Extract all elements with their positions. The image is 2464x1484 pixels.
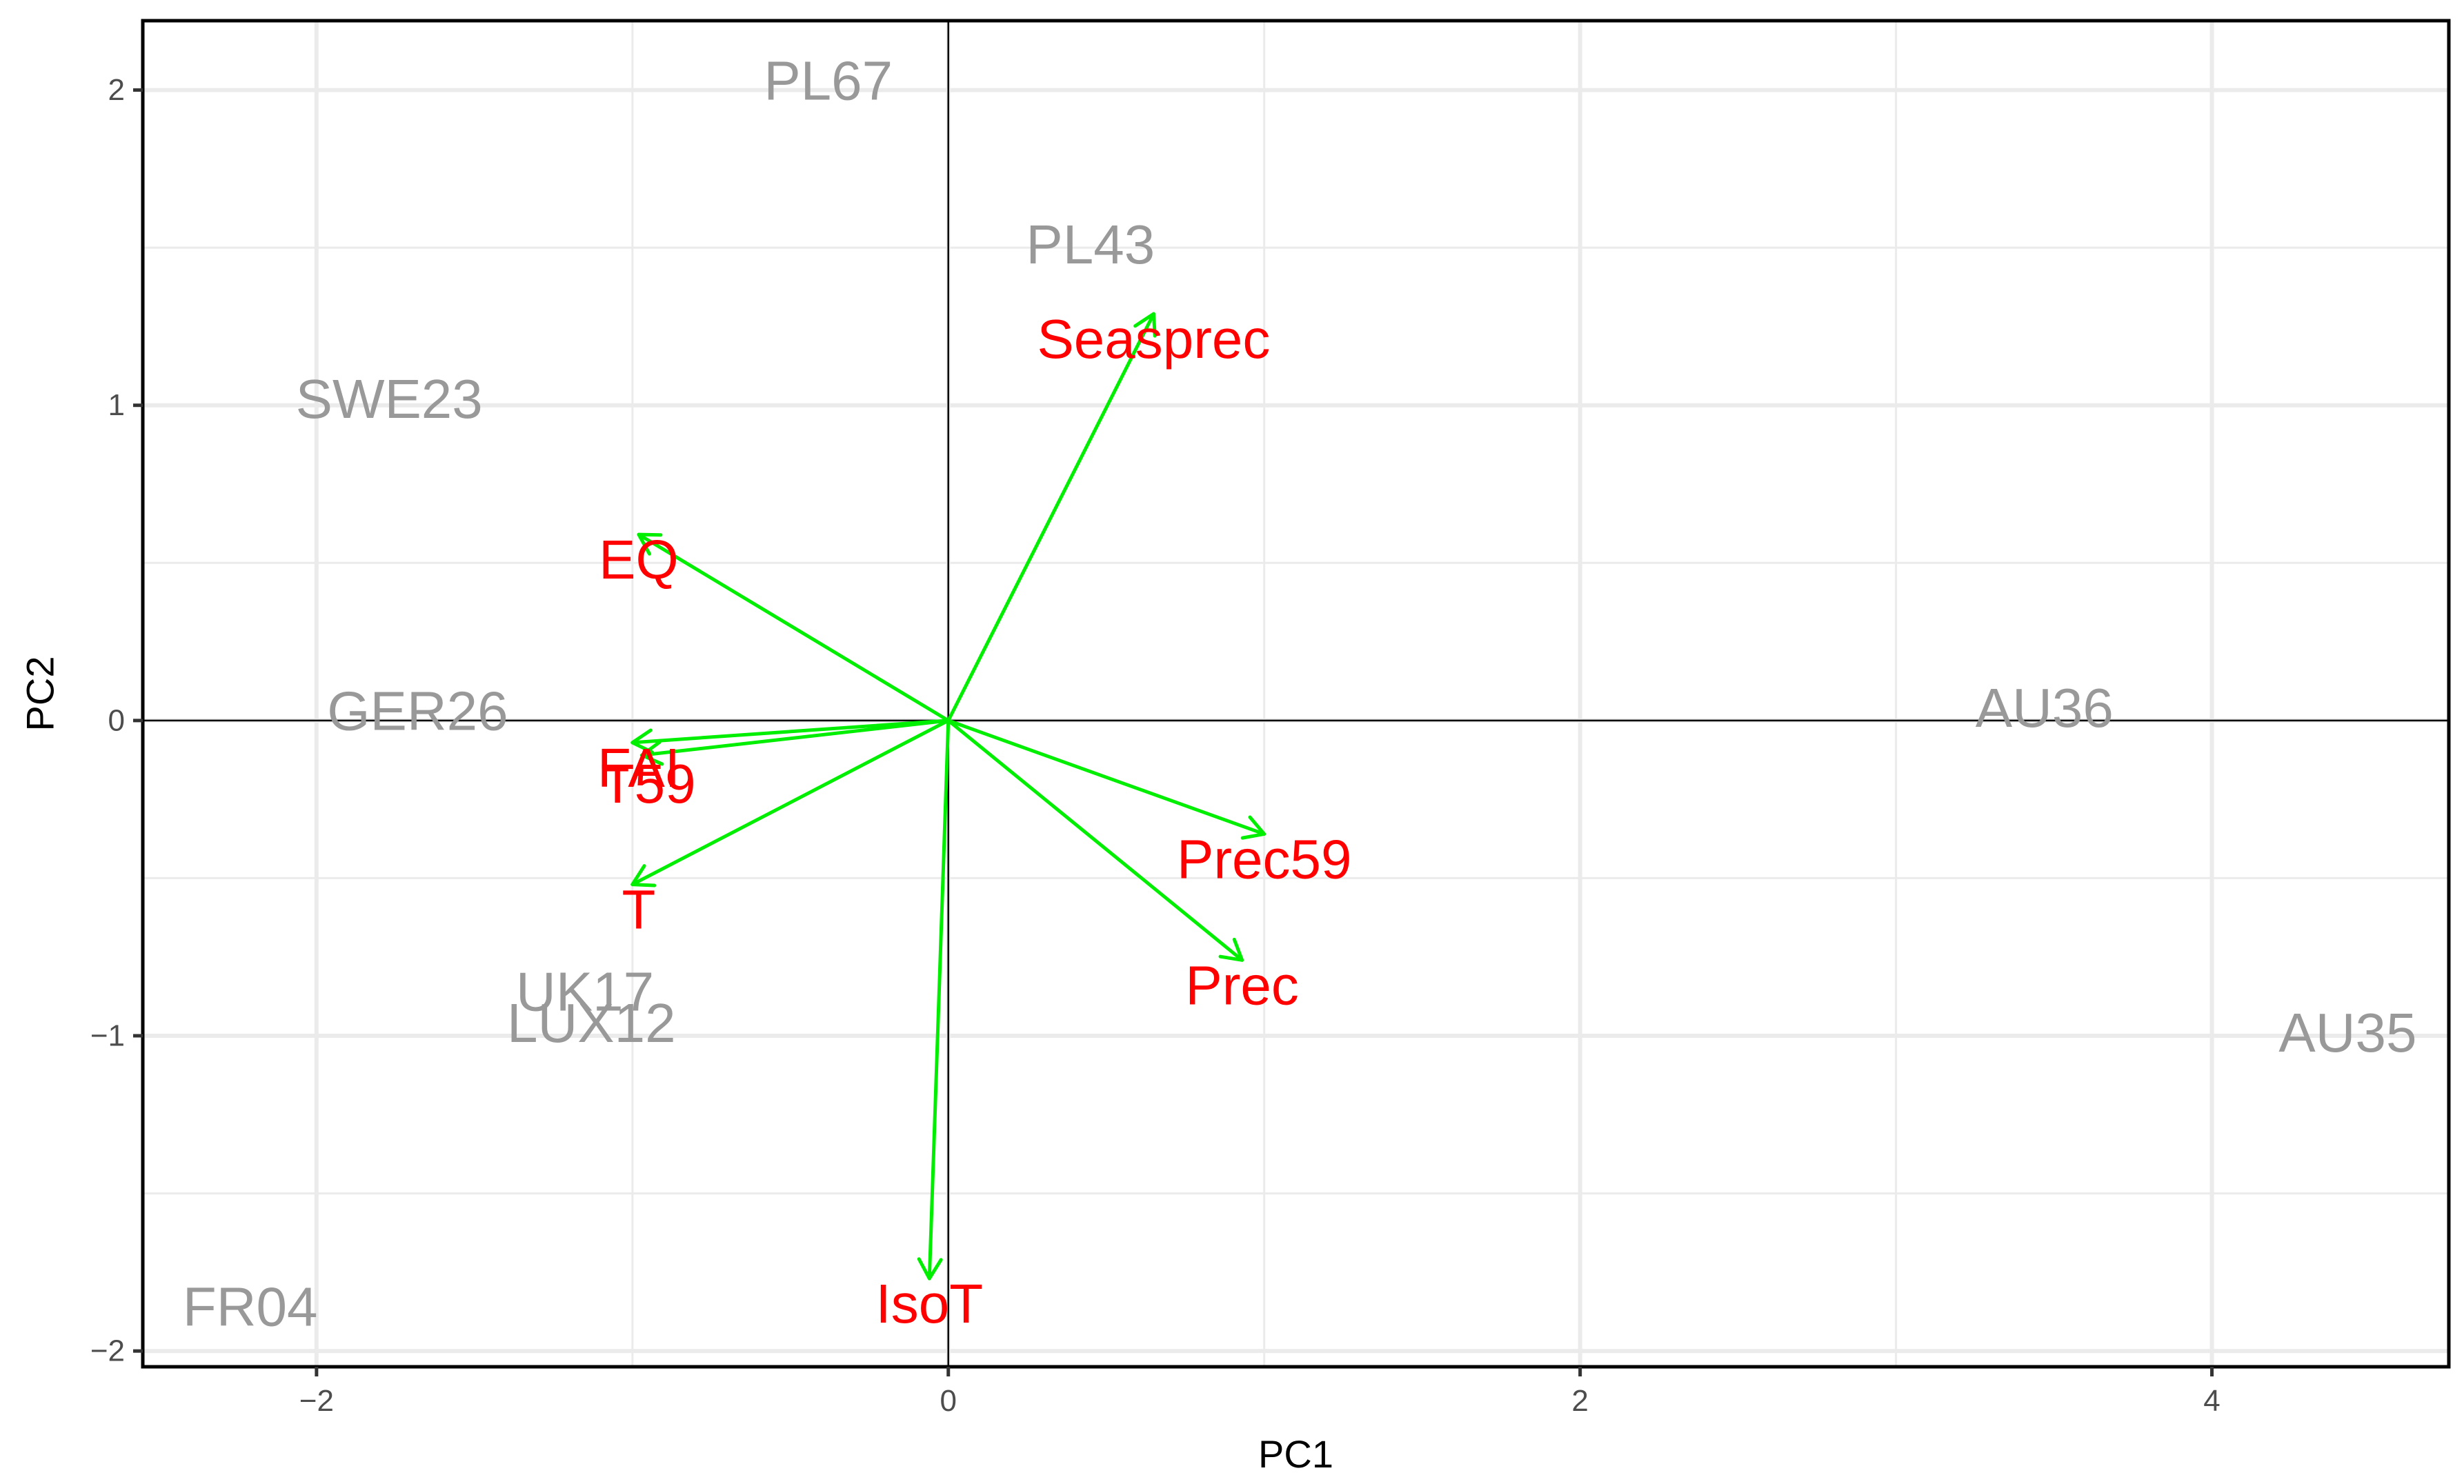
site-label-pl43: PL43 (1026, 214, 1155, 275)
zero-lines (143, 21, 2449, 1367)
arrow-head (1240, 815, 1266, 840)
y-tick-label: −2 (90, 1334, 125, 1368)
y-tick-label: −1 (90, 1019, 125, 1053)
arrow-shaft (630, 719, 951, 887)
x-axis: −2 0 2 4 (299, 1367, 2220, 1418)
x-axis-title: PC1 (1258, 1432, 1333, 1476)
arrow-head (917, 1257, 943, 1281)
arrow-head (630, 864, 657, 888)
variable-arrow-fai (630, 719, 951, 754)
arrow-head (1218, 937, 1244, 962)
variable-label-prec59: Prec59 (1177, 829, 1351, 890)
y-axis: −2 −1 0 1 2 (90, 73, 143, 1368)
variable-label-fai: FAI (597, 737, 680, 799)
plot-panel-background (143, 21, 2449, 1367)
plot-panel-border (141, 19, 2451, 1369)
site-label-swe23: SWE23 (296, 368, 483, 430)
variable-label-t59: T59 (601, 753, 696, 814)
y-axis-title: PC2 (19, 656, 62, 732)
arrow-head (637, 532, 663, 556)
variable-arrow-prec (946, 719, 1244, 962)
site-label-lux12: LUX12 (507, 992, 676, 1054)
variable-arrow-isot (917, 719, 951, 1281)
arrow-shaft (630, 719, 951, 745)
y-tick-label: 1 (108, 388, 125, 422)
x-tick-label: 2 (1571, 1384, 1588, 1418)
arrow-shaft (640, 719, 951, 757)
variable-arrow-t59 (640, 719, 951, 766)
variable-arrow-eq (637, 532, 951, 723)
variable-label-seasprec: Seasprec (1037, 308, 1270, 370)
variable-arrow-prec59 (946, 719, 1266, 840)
arrow-shaft (927, 719, 951, 1281)
arrow-head (630, 728, 655, 754)
arrow-head (640, 740, 664, 766)
x-tick-label: −2 (299, 1384, 334, 1418)
arrow-shaft (946, 719, 1244, 962)
x-tick-label: 4 (2203, 1384, 2220, 1418)
arrow-shaft (946, 719, 1266, 836)
arrow-shaft (946, 312, 1155, 723)
y-tick-label: 2 (108, 73, 125, 107)
variable-arrows (630, 312, 1266, 1281)
variable-label-isot: IsoT (875, 1273, 983, 1334)
y-tick-label: 0 (108, 703, 125, 737)
site-label-ger26: GER26 (327, 681, 508, 742)
grid-lines (143, 21, 2449, 1367)
variable-label-eq: EQ (599, 529, 679, 590)
variable-arrow-seasprec (946, 312, 1157, 723)
x-tick-label: 0 (940, 1384, 957, 1418)
site-label-pl67: PL67 (764, 50, 893, 111)
variable-label-prec: Prec (1185, 954, 1299, 1016)
arrow-shaft (637, 532, 951, 723)
site-label-au36: AU36 (1976, 677, 2114, 739)
arrow-head (1133, 312, 1157, 338)
variable-arrow-t (630, 719, 951, 888)
variable-label-t: T (622, 879, 656, 941)
site-label-uk17: UK17 (516, 961, 654, 1023)
site-label-au35: AU35 (2278, 1002, 2416, 1063)
site-label-fr04: FR04 (183, 1276, 318, 1338)
